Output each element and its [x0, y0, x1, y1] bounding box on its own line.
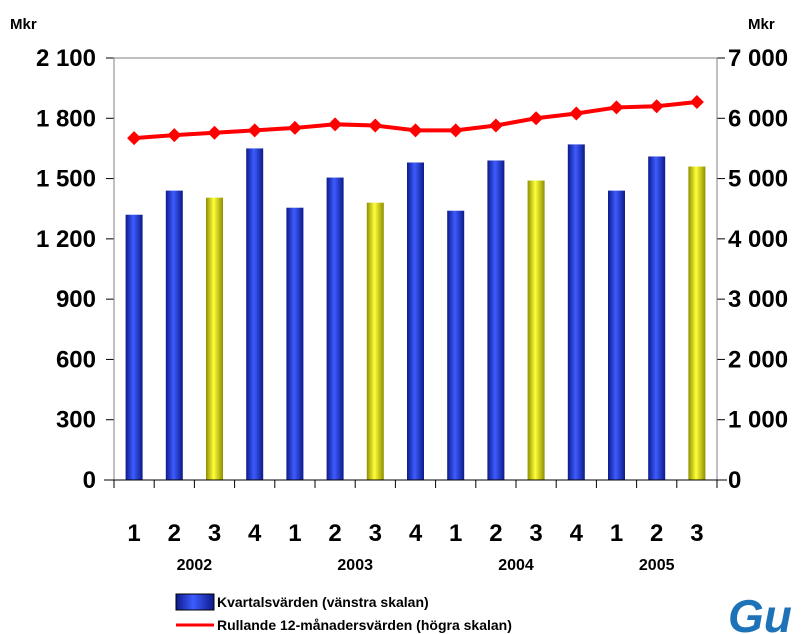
legend-bar-label: Kvartalsvärden (vänstra skalan): [217, 594, 429, 610]
line-point: [689, 95, 704, 110]
bar: [567, 144, 585, 480]
x-axis-tick-label: 1: [127, 520, 140, 547]
x-axis-tick-label: 1: [449, 520, 462, 547]
bar: [688, 166, 706, 480]
line-point: [609, 100, 624, 115]
x-axis-tick-label: 3: [690, 520, 703, 547]
line-point: [207, 125, 222, 140]
left-axis-tick-label: 1 800: [36, 105, 96, 132]
x-axis-tick-label: 3: [208, 520, 221, 547]
year-label: 2003: [337, 557, 373, 574]
x-axis-tick-label: 2: [168, 520, 181, 547]
bar: [326, 177, 344, 481]
x-axis-tick-label: 1: [610, 520, 623, 547]
company-logo: Gu: [728, 590, 792, 634]
right-axis-tick-label: 4 000: [728, 226, 788, 253]
line-point: [127, 131, 142, 146]
left-axis-ticks: 0 300 600 900 1 200 1 500 1 800 2 100: [36, 45, 114, 494]
left-axis-tick-label: 1 200: [36, 226, 96, 253]
year-label: 2002: [177, 557, 213, 574]
bar: [527, 180, 545, 481]
right-axis-tick-label: 3 000: [728, 286, 788, 313]
left-axis-tick-label: 900: [56, 286, 96, 313]
bar: [608, 190, 625, 480]
line-point: [649, 99, 664, 114]
bar: [286, 207, 304, 480]
x-axis-tick-label: 2: [650, 520, 663, 547]
right-axis-ticks: 0 1 000 2 000 3 000 4 000 5 000 6 000 7 000: [717, 45, 788, 494]
bar: [206, 197, 223, 480]
bar-series: [125, 144, 706, 481]
left-axis-tick-label: 600: [56, 346, 96, 373]
right-axis-unit: Mkr: [748, 16, 775, 33]
legend-line-label: Rullande 12-månadersvärden (högra skalan…: [217, 617, 512, 633]
line-point: [167, 128, 182, 143]
bar: [125, 214, 143, 480]
x-axis-tick-label: 3: [529, 520, 542, 547]
bar: [246, 148, 264, 480]
line-series: [127, 95, 704, 146]
bar: [487, 160, 505, 480]
year-label: 2004: [498, 557, 534, 574]
line-point: [328, 117, 343, 132]
line-point: [287, 120, 302, 135]
left-axis-tick-label: 2 100: [36, 45, 96, 72]
right-axis-tick-label: 7 000: [728, 45, 788, 72]
line-point: [488, 118, 503, 133]
line-point: [247, 123, 262, 138]
left-axis-tick-label: 300: [56, 407, 96, 434]
x-axis-tick-label: 4: [248, 520, 262, 547]
line-point: [448, 123, 463, 138]
line-point: [569, 106, 584, 121]
x-axis-tick-label: 1: [288, 520, 301, 547]
year-labels: 2002 2003 2004 2005: [177, 557, 675, 574]
bar: [407, 162, 424, 480]
x-axis-tick-label: 4: [570, 520, 584, 547]
x-axis-tick-label: 3: [369, 520, 382, 547]
left-axis-tick-label: 1 500: [36, 166, 96, 193]
bar: [648, 156, 666, 480]
left-axis-unit: Mkr: [10, 16, 37, 33]
line-point: [368, 118, 383, 133]
right-axis-tick-label: 2 000: [728, 346, 788, 373]
x-axis-tick-label: 2: [328, 520, 341, 547]
line-point: [529, 111, 544, 126]
left-axis-tick-label: 0: [83, 467, 96, 494]
legend-bar-swatch: [175, 593, 215, 611]
bar: [447, 210, 465, 480]
year-label: 2005: [639, 557, 675, 574]
x-axis-tick-label: 2: [489, 520, 502, 547]
right-axis-tick-label: 0: [728, 467, 741, 494]
x-axis-tick-label: 4: [409, 520, 423, 547]
bar: [366, 202, 384, 480]
right-axis-tick-label: 5 000: [728, 166, 788, 193]
line-point: [408, 123, 423, 138]
bar: [165, 190, 183, 480]
legend: Kvartalsvärden (vänstra skalan) Rullande…: [175, 593, 512, 633]
right-axis-tick-label: 1 000: [728, 407, 788, 434]
right-axis-tick-label: 6 000: [728, 105, 788, 132]
